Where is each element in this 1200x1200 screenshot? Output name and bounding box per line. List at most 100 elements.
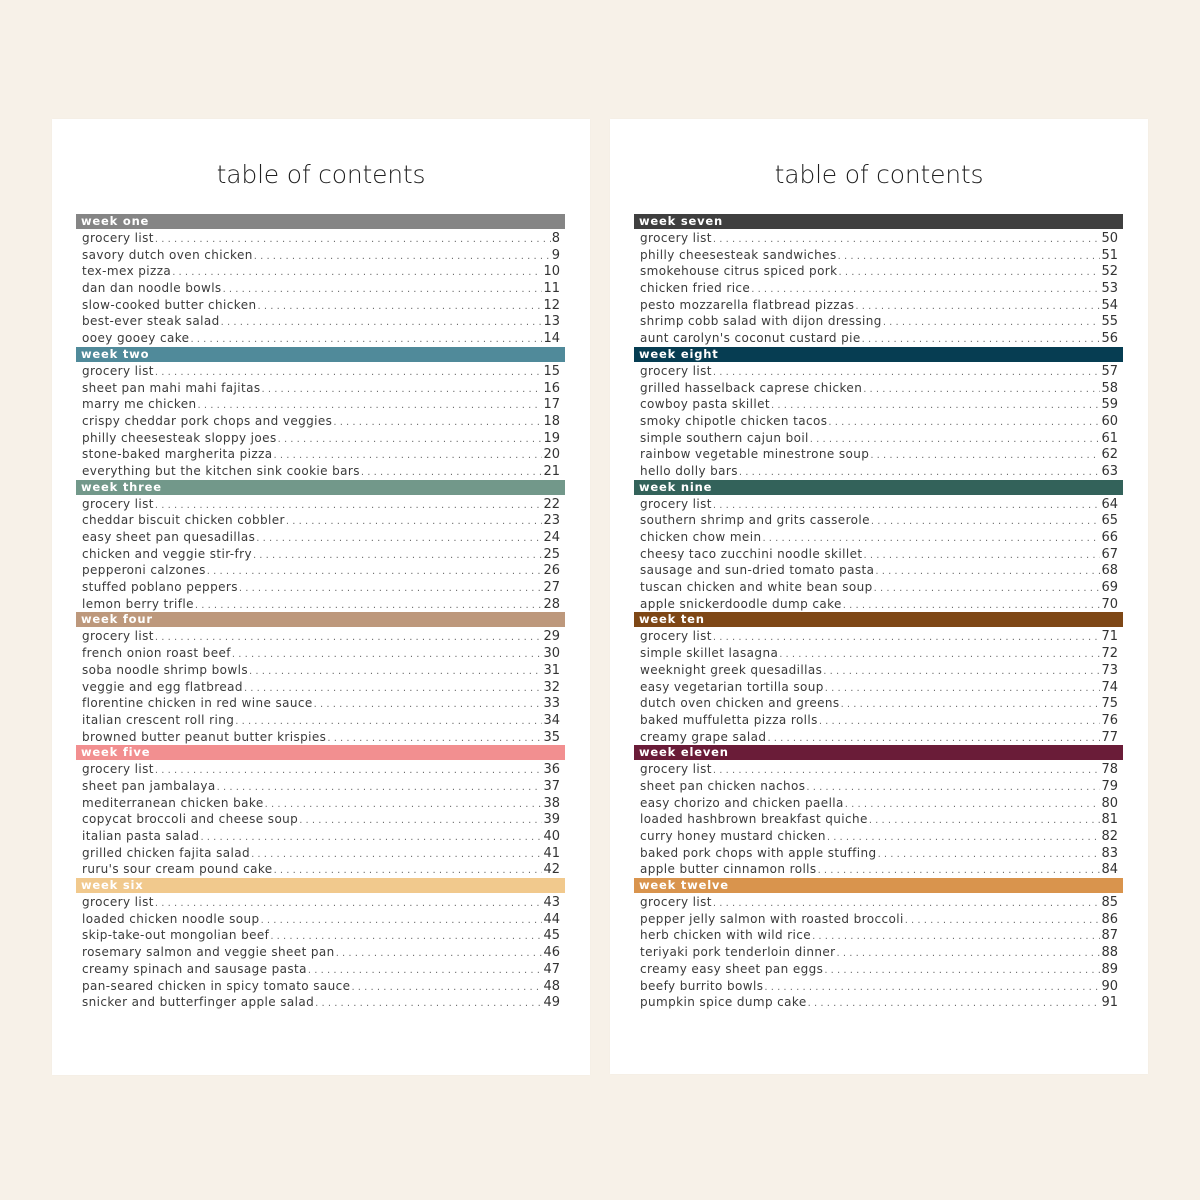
entry-title: loaded hashbrown breakfast quiche xyxy=(640,812,868,827)
toc-entry[interactable]: herb chicken with wild rice 87 xyxy=(640,927,1118,944)
toc-entry[interactable]: easy sheet pan quesadillas 24 xyxy=(82,529,560,546)
toc-entry[interactable]: slow-cooked butter chicken 12 xyxy=(82,297,560,314)
toc-entry[interactable]: cheesy taco zucchini noodle skillet 67 xyxy=(640,546,1118,563)
toc-entry[interactable]: snicker and butterfinger apple salad 49 xyxy=(82,994,560,1011)
page-number: 19 xyxy=(543,430,560,446)
toc-entry[interactable]: dan dan noodle bowls 11 xyxy=(82,280,560,297)
toc-entry[interactable]: weeknight greek quesadillas 73 xyxy=(640,662,1118,679)
dot-leader xyxy=(767,731,1100,746)
toc-entry[interactable]: rainbow vegetable minestrone soup 62 xyxy=(640,446,1118,463)
entry-title: beefy burrito bowls xyxy=(640,978,764,993)
toc-entry[interactable]: veggie and egg flatbread 32 xyxy=(82,679,560,696)
toc-entry[interactable]: copycat broccoli and cheese soup 39 xyxy=(82,811,560,828)
toc-entry[interactable]: southern shrimp and grits casserole 65 xyxy=(640,512,1118,529)
toc-entry[interactable]: chicken and veggie stir-fry 25 xyxy=(82,546,560,563)
toc-entry[interactable]: ruru's sour cream pound cake 42 xyxy=(82,861,560,878)
toc-entry[interactable]: sheet pan chicken nachos 79 xyxy=(640,778,1118,795)
toc-entry[interactable]: grocery list 29 xyxy=(82,628,560,645)
week-header: week six xyxy=(76,878,565,894)
toc-entry[interactable]: lemon berry trifle 28 xyxy=(82,596,560,613)
toc-entry[interactable]: creamy grape salad 77 xyxy=(640,729,1118,746)
entry-title: creamy easy sheet pan eggs xyxy=(640,961,824,976)
toc-entry[interactable]: grocery list 43 xyxy=(82,894,560,911)
toc-entry[interactable]: sheet pan mahi mahi fajitas 16 xyxy=(82,380,560,397)
entry-title: curry honey mustard chicken xyxy=(640,829,826,843)
toc-entry[interactable]: grilled hasselback caprese chicken 58 xyxy=(640,380,1118,397)
page-number: 15 xyxy=(543,363,560,379)
toc-entry[interactable]: grocery list 57 xyxy=(640,363,1118,380)
toc-entry[interactable]: grocery list 22 xyxy=(82,496,560,513)
toc-entry[interactable]: baked muffuletta pizza rolls 76 xyxy=(640,712,1118,729)
toc-entry[interactable]: pepper jelly salmon with roasted broccol… xyxy=(640,911,1118,928)
toc-entry[interactable]: grocery list 78 xyxy=(640,761,1118,778)
toc-entry[interactable]: rosemary salmon and veggie sheet pan 46 xyxy=(82,944,560,961)
dot-leader xyxy=(299,813,542,828)
toc-entry[interactable]: chicken fried rice 53 xyxy=(640,280,1118,297)
toc-entry[interactable]: ooey gooey cake 14 xyxy=(82,330,560,347)
toc-entry[interactable]: philly cheesesteak sandwiches 51 xyxy=(640,247,1118,264)
toc-entry[interactable]: teriyaki pork tenderloin dinner 88 xyxy=(640,944,1118,961)
toc-entry[interactable]: grocery list 50 xyxy=(640,230,1118,247)
toc-entry[interactable]: creamy spinach and sausage pasta 47 xyxy=(82,961,560,978)
toc-entry[interactable]: cheddar biscuit chicken cobbler 23 xyxy=(82,512,560,529)
toc-entry[interactable]: pepperoni calzones 26 xyxy=(82,562,560,579)
entry-title: browned butter peanut butter krispies xyxy=(82,729,327,744)
toc-entry[interactable]: smokehouse citrus spiced pork 52 xyxy=(640,263,1118,280)
toc-entry[interactable]: smoky chipotle chicken tacos 60 xyxy=(640,413,1118,430)
toc-entry[interactable]: skip-take-out mongolian beef 45 xyxy=(82,927,560,944)
toc-entry[interactable]: stone-baked margherita pizza 20 xyxy=(82,446,560,463)
toc-entry[interactable]: dutch oven chicken and greens 75 xyxy=(640,695,1118,712)
toc-entry[interactable]: grocery list 8 xyxy=(82,230,560,247)
toc-entry[interactable]: browned butter peanut butter krispies 35 xyxy=(82,729,560,746)
toc-entry[interactable]: pan-seared chicken in spicy tomato sauce… xyxy=(82,978,560,995)
toc-entry[interactable]: easy vegetarian tortilla soup 74 xyxy=(640,679,1118,696)
toc-entry[interactable]: french onion roast beef 30 xyxy=(82,645,560,662)
toc-entry[interactable]: grocery list 64 xyxy=(640,496,1118,513)
toc-entry[interactable]: soba noodle shrimp bowls 31 xyxy=(82,662,560,679)
toc-entry[interactable]: best-ever steak salad 13 xyxy=(82,313,560,330)
toc-entry[interactable]: cowboy pasta skillet 59 xyxy=(640,396,1118,413)
entry-title: sheet pan chicken nachos xyxy=(640,778,806,793)
toc-entry[interactable]: everything but the kitchen sink cookie b… xyxy=(82,463,560,480)
toc-entry[interactable]: creamy easy sheet pan eggs 89 xyxy=(640,961,1118,978)
toc-entry[interactable]: sausage and sun-dried tomato pasta 68 xyxy=(640,562,1118,579)
toc-entry[interactable]: pumpkin spice dump cake 91 xyxy=(640,994,1118,1011)
toc-entry[interactable]: marry me chicken 17 xyxy=(82,396,560,413)
toc-entry[interactable]: savory dutch oven chicken 9 xyxy=(82,247,560,264)
toc-entry[interactable]: baked pork chops with apple stuffing 83 xyxy=(640,845,1118,862)
entry-title: mediterranean chicken bake xyxy=(82,795,264,810)
toc-entry[interactable]: grocery list 85 xyxy=(640,894,1118,911)
entry-title: pumpkin spice dump cake xyxy=(640,995,807,1010)
toc-entry[interactable]: mediterranean chicken bake 38 xyxy=(82,795,560,812)
toc-entry[interactable]: stuffed poblano peppers 27 xyxy=(82,579,560,596)
toc-entry[interactable]: beefy burrito bowls 90 xyxy=(640,978,1118,995)
toc-entry[interactable]: loaded hashbrown breakfast quiche 81 xyxy=(640,811,1118,828)
toc-entry[interactable]: pesto mozzarella flatbread pizzas 54 xyxy=(640,297,1118,314)
toc-entry[interactable]: chicken chow mein 66 xyxy=(640,529,1118,546)
toc-entry[interactable]: philly cheesesteak sloppy joes 19 xyxy=(82,430,560,447)
page-number: 39 xyxy=(543,812,560,828)
toc-entry[interactable]: aunt carolyn's coconut custard pie 56 xyxy=(640,330,1118,347)
toc-entry[interactable]: tuscan chicken and white bean soup 69 xyxy=(640,579,1118,596)
toc-entry[interactable]: grilled chicken fajita salad 41 xyxy=(82,845,560,862)
toc-entry[interactable]: hello dolly bars 63 xyxy=(640,463,1118,480)
toc-entry[interactable]: apple snickerdoodle dump cake 70 xyxy=(640,596,1118,613)
toc-entry[interactable]: shrimp cobb salad with dijon dressing 55 xyxy=(640,313,1118,330)
toc-entry[interactable]: italian pasta salad 40 xyxy=(82,828,560,845)
toc-entry[interactable]: grocery list 36 xyxy=(82,761,560,778)
toc-entry[interactable]: loaded chicken noodle soup 44 xyxy=(82,911,560,928)
toc-entry[interactable]: grocery list 15 xyxy=(82,363,560,380)
toc-entry[interactable]: curry honey mustard chicken 82 xyxy=(640,828,1118,845)
toc-entry[interactable]: easy chorizo and chicken paella 80 xyxy=(640,795,1118,812)
toc-entry[interactable]: simple southern cajun boil 61 xyxy=(640,430,1118,447)
toc-entry[interactable]: sheet pan jambalaya 37 xyxy=(82,778,560,795)
dot-leader xyxy=(195,598,543,613)
toc-entry[interactable]: tex-mex pizza 10 xyxy=(82,263,560,280)
toc-entry[interactable]: apple butter cinnamon rolls 84 xyxy=(640,861,1118,878)
toc-entry[interactable]: simple skillet lasagna 72 xyxy=(640,645,1118,662)
toc-entry[interactable]: crispy cheddar pork chops and veggies 18 xyxy=(82,413,560,430)
toc-entry[interactable]: florentine chicken in red wine sauce 33 xyxy=(82,695,560,712)
toc-entry[interactable]: italian crescent roll ring 34 xyxy=(82,712,560,729)
toc-entry[interactable]: grocery list 71 xyxy=(640,628,1118,645)
